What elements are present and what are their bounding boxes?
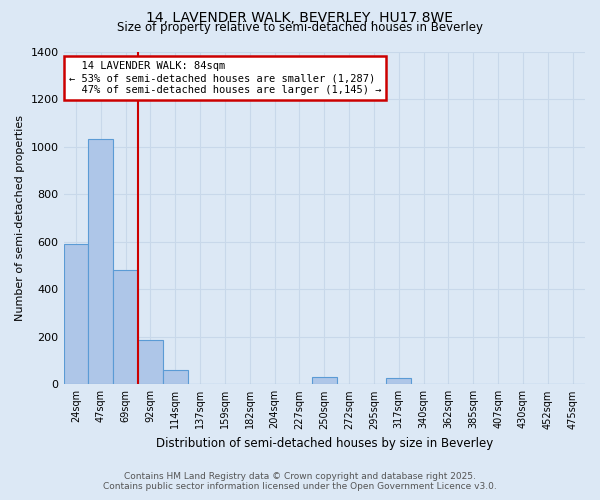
Text: 14, LAVENDER WALK, BEVERLEY, HU17 8WE: 14, LAVENDER WALK, BEVERLEY, HU17 8WE	[146, 11, 454, 25]
Bar	[113, 270, 138, 384]
Bar	[138, 340, 163, 384]
X-axis label: Distribution of semi-detached houses by size in Beverley: Distribution of semi-detached houses by …	[155, 437, 493, 450]
Text: Contains HM Land Registry data © Crown copyright and database right 2025.
Contai: Contains HM Land Registry data © Crown c…	[103, 472, 497, 491]
Bar	[312, 377, 337, 384]
Text: 14 LAVENDER WALK: 84sqm
← 53% of semi-detached houses are smaller (1,287)
  47% : 14 LAVENDER WALK: 84sqm ← 53% of semi-de…	[69, 62, 381, 94]
Bar	[88, 140, 113, 384]
Text: Size of property relative to semi-detached houses in Beverley: Size of property relative to semi-detach…	[117, 22, 483, 35]
Bar	[386, 378, 411, 384]
Bar	[163, 370, 188, 384]
Bar	[64, 244, 88, 384]
Y-axis label: Number of semi-detached properties: Number of semi-detached properties	[15, 115, 25, 321]
